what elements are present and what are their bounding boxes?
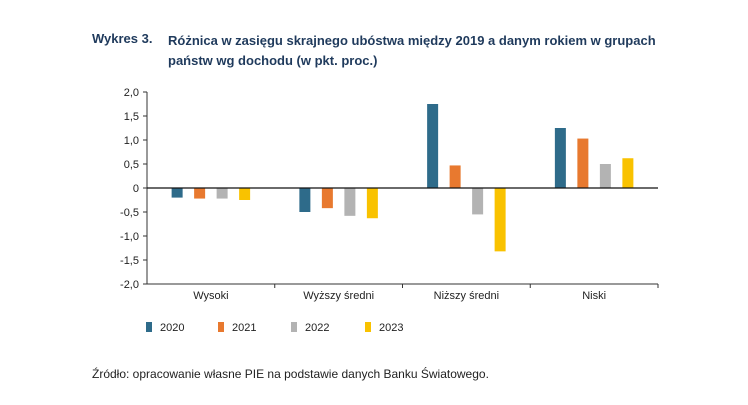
legend-label-2023: 2023 — [379, 322, 403, 334]
bar-2023-3 — [494, 188, 506, 252]
y-tick-label: 1,0 — [124, 135, 139, 147]
legend-swatch-2020 — [146, 322, 152, 332]
bar-chart: 2,0 1,5 1,0 0,5 0 -0,5 -1,0 -1,5 -2,0 Wysoki Wyższ… — [120, 87, 659, 334]
x-category-label: Wysoki — [193, 290, 228, 302]
bar-2020-3 — [427, 104, 439, 188]
bar-2020-4 — [554, 128, 566, 188]
source-note: Źródło: opracowanie własne PIE na podsta… — [92, 367, 489, 381]
y-tick-label: 2,0 — [124, 87, 139, 99]
y-tick-label: -1,0 — [120, 231, 139, 243]
y-tick-label: -0,5 — [120, 207, 139, 219]
legend-swatch-2021 — [218, 322, 224, 332]
bar-2020-1 — [171, 188, 183, 198]
bar-2022-2 — [344, 188, 356, 216]
bar-2022-4 — [599, 164, 611, 188]
bar-2021-4 — [577, 138, 589, 188]
x-category-label: Niski — [582, 290, 606, 302]
bar-2021-2 — [321, 188, 333, 209]
legend-swatch-2023 — [365, 322, 371, 332]
y-tick-label: -1,5 — [120, 255, 139, 267]
x-category-label: Niższy średni — [434, 290, 499, 302]
figure-label: Wykres 3. — [92, 31, 153, 46]
y-tick-label: 1,5 — [124, 111, 139, 123]
bar-2023-2 — [366, 188, 378, 219]
legend-swatch-2022 — [291, 322, 297, 332]
bar-2023-4 — [622, 158, 634, 188]
y-tick-label: 0,5 — [124, 159, 139, 171]
bar-2022-3 — [472, 188, 484, 215]
y-tick-label: -2,0 — [120, 279, 139, 291]
bar-2020-2 — [299, 188, 311, 212]
legend-label-2021: 2021 — [232, 322, 256, 334]
chart-title: Różnica w zasięgu skrajnego ubóstwa międ… — [168, 33, 656, 68]
x-category-label: Wyższy średni — [303, 290, 374, 302]
bar-2021-3 — [449, 165, 461, 188]
legend-label-2020: 2020 — [160, 322, 184, 334]
y-tick-label: 0 — [133, 183, 139, 195]
bar-2022-1 — [216, 188, 228, 199]
legend-label-2022: 2022 — [305, 322, 329, 334]
bar-2023-1 — [239, 188, 251, 200]
bar-2021-1 — [194, 188, 206, 199]
